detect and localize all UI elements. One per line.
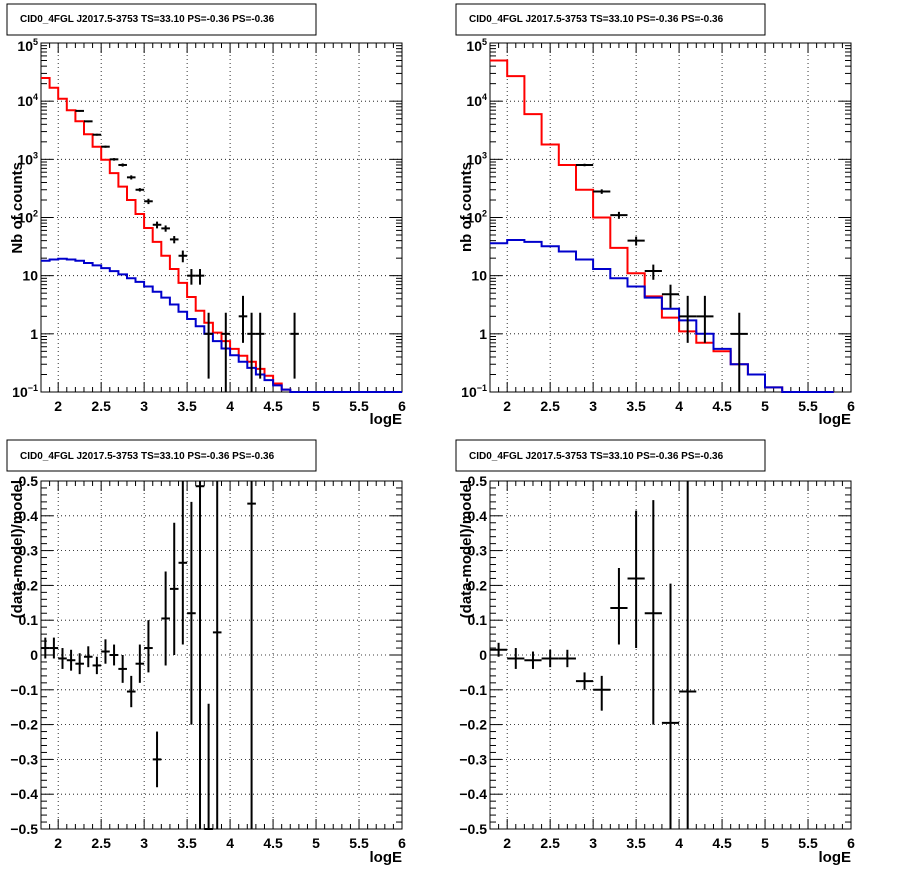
x-tick-label: 5.5 [349,398,369,414]
x-tick-label: 3 [589,398,597,414]
y-axis-label: nb of counts [458,162,475,252]
x-tick-label: 5 [312,835,320,851]
x-tick-label: 3 [589,835,597,851]
y-tick-label: 104 [466,92,487,109]
y-tick-label: 0.4 [19,508,39,524]
panel-title: CID0_4FGL J2017.5-3753 TS=33.10 PS=-0.36… [20,451,275,462]
y-tick-label: 104 [17,92,38,109]
title-box [455,3,766,36]
y-tick-label: 0.2 [19,577,39,593]
x-tick-label: 6 [398,398,406,414]
y-tick-label: −0.3 [459,751,487,767]
x-tick-label: 3 [140,835,148,851]
x-tick-label: 2.5 [540,835,560,851]
panel-counts-right: CID0_4FGL J2017.5-3753 TS=33.10 PS=-0.36… [455,3,855,428]
x-tick-label: 6 [847,398,855,414]
x-tick-label: 2 [54,398,62,414]
y-tick-label: 105 [466,37,487,54]
panel-counts-left: CID0_4FGL J2017.5-3753 TS=33.10 PS=-0.36… [6,3,406,428]
x-tick-label: 2.5 [91,398,111,414]
title-box [6,3,317,36]
y-tick-label: −0.5 [10,821,38,837]
x-tick-label: 4 [226,398,234,414]
x-tick-label: 4.5 [263,835,283,851]
x-tick-label: 5 [761,398,769,414]
y-tick-label: 10−1 [461,383,487,400]
x-tick-label: 4 [675,398,683,414]
y-tick-label: 1 [30,326,38,342]
x-tick-label: 5.5 [349,835,369,851]
y-tick-label: 105 [17,37,38,54]
x-tick-label: 4.5 [263,398,283,414]
y-tick-label: 0.2 [468,577,488,593]
x-tick-label: 5.5 [798,835,818,851]
title-box [455,439,766,472]
x-tick-label: 4 [675,835,683,851]
y-tick-label: −0.2 [10,717,38,733]
x-tick-label: 3.5 [177,835,197,851]
x-tick-label: 3.5 [626,835,646,851]
y-tick-label: 103 [466,150,487,167]
y-tick-label: 0 [30,647,38,663]
y-axis-label: Nb of counts [9,162,26,254]
x-tick-label: 4 [226,835,234,851]
y-tick-label: −0.2 [459,717,487,733]
y-tick-label: 0.1 [19,612,39,628]
y-tick-label: −0.4 [459,786,487,802]
y-tick-label: 0 [479,647,487,663]
x-axis-label: logE [370,411,403,428]
y-tick-label: −0.1 [10,682,38,698]
y-tick-label: 102 [17,209,38,226]
y-tick-label: −0.5 [459,821,487,837]
model-background-line [490,239,834,393]
x-tick-label: 2 [503,398,511,414]
x-tick-label: 4.5 [712,835,732,851]
y-tick-label: −0.3 [10,751,38,767]
panel-residuals-right: CID0_4FGL J2017.5-3753 TS=33.10 PS=-0.36… [455,439,855,866]
x-tick-label: 2.5 [91,835,111,851]
y-tick-label: 0.3 [19,543,39,559]
x-tick-label: 6 [398,835,406,851]
y-tick-label: 0.5 [19,473,39,489]
x-tick-label: 3.5 [626,398,646,414]
x-tick-label: 3 [140,398,148,414]
y-tick-label: 103 [17,150,38,167]
model-total-line [490,59,834,393]
y-tick-label: −0.1 [459,682,487,698]
panel-title: CID0_4FGL J2017.5-3753 TS=33.10 PS=-0.36… [20,14,275,25]
y-axis-label: (data-model)/model [458,480,475,618]
x-tick-label: 2.5 [540,398,560,414]
x-tick-label: 2 [503,835,511,851]
y-tick-label: 1 [479,326,487,342]
x-axis-label: logE [370,849,403,866]
x-tick-label: 4.5 [712,398,732,414]
y-tick-label: −0.4 [10,786,38,802]
panel-title: CID0_4FGL J2017.5-3753 TS=33.10 PS=-0.36… [469,14,724,25]
title-box [6,439,317,472]
y-tick-label: 0.3 [468,543,488,559]
y-tick-label: 0.5 [468,473,488,489]
x-tick-label: 5.5 [798,398,818,414]
y-axis-label: (data-model)/model [9,480,26,618]
x-tick-label: 5 [761,835,769,851]
x-tick-label: 2 [54,835,62,851]
y-tick-label: 10−1 [12,383,38,400]
x-tick-label: 5 [312,398,320,414]
y-tick-label: 0.4 [468,508,488,524]
y-tick-label: 102 [466,209,487,226]
x-axis-label: logE [819,411,852,428]
model-background-line [41,257,402,393]
panel-title: CID0_4FGL J2017.5-3753 TS=33.10 PS=-0.36… [469,451,724,462]
y-tick-label: 10 [22,268,38,284]
x-axis-label: logE [819,849,852,866]
x-tick-label: 6 [847,835,855,851]
y-tick-label: 10 [471,268,487,284]
panel-residuals-left: CID0_4FGL J2017.5-3753 TS=33.10 PS=-0.36… [6,439,406,866]
x-tick-label: 3.5 [177,398,197,414]
y-tick-label: 0.1 [468,612,488,628]
